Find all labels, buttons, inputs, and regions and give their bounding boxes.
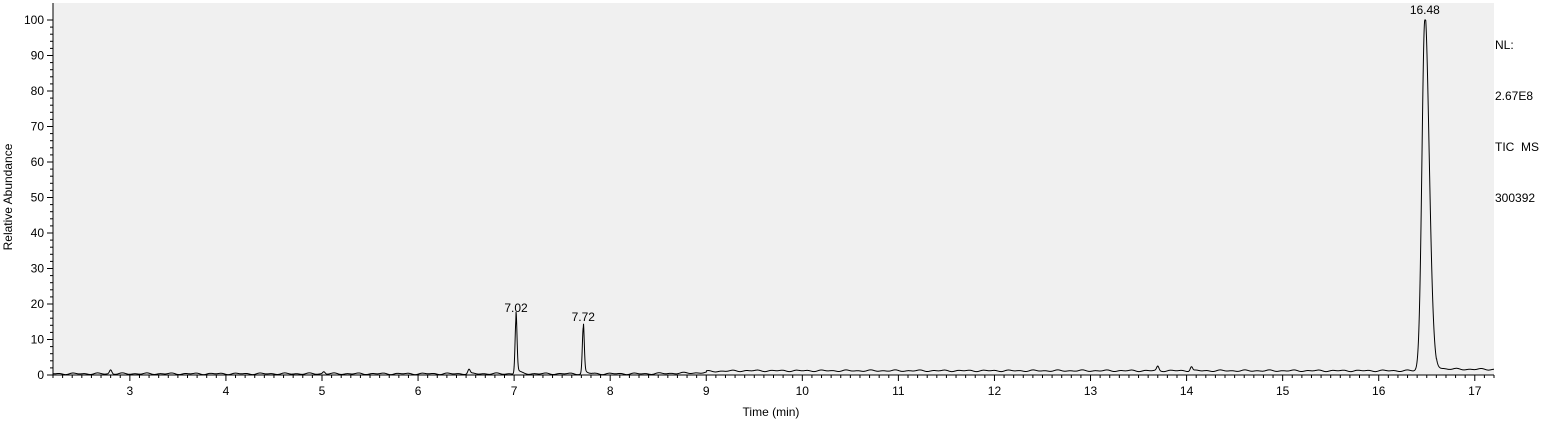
x-tick-label: 7 xyxy=(511,384,518,398)
y-axis: 0 10 20 30 40 50 60 70 80 90 100 xyxy=(24,3,54,382)
y-axis-title: Relative Abundance xyxy=(1,143,15,250)
y-tick-label: 80 xyxy=(31,84,45,98)
nl-value: 2.67E8 xyxy=(1495,89,1534,103)
x-tick-label: 11 xyxy=(892,384,905,398)
plot-area xyxy=(53,3,1494,375)
peak-label: 7.72 xyxy=(572,310,596,324)
y-tick-label: 30 xyxy=(31,262,45,276)
x-axis: 3 4 5 6 7 8 9 10 11 12 13 14 15 16 17 xyxy=(52,374,1495,398)
y-tick-label: 60 xyxy=(31,155,45,169)
info-panel: NL: 2.67E8 TIC MS 300392 xyxy=(1495,3,1539,224)
y-tick-label: 100 xyxy=(24,13,44,27)
y-tick-label: 90 xyxy=(31,49,45,63)
x-tick-label: 3 xyxy=(127,384,134,398)
x-tick-label: 4 xyxy=(223,384,230,398)
peak-labels: 7.02 7.72 16.48 xyxy=(504,3,1440,324)
x-tick-label: 14 xyxy=(1180,384,1194,398)
x-axis-title: Time (min) xyxy=(743,405,800,419)
x-tick-label: 5 xyxy=(319,384,326,398)
x-tick-label: 6 xyxy=(415,384,422,398)
peak-label: 16.48 xyxy=(1410,3,1440,17)
y-tick-label: 40 xyxy=(31,226,45,240)
x-tick-label: 10 xyxy=(796,384,810,398)
tic-trace-line xyxy=(52,19,1495,376)
y-tick-label: 10 xyxy=(31,333,45,347)
x-tick-label: 8 xyxy=(607,384,614,398)
nl-label: NL: xyxy=(1495,38,1514,52)
x-tick-label: 15 xyxy=(1276,384,1290,398)
y-tick-label: 70 xyxy=(31,120,45,134)
x-tick-label: 17 xyxy=(1468,384,1482,398)
x-tick-label: 12 xyxy=(988,384,1002,398)
x-tick-label: 9 xyxy=(703,384,710,398)
file-id: 300392 xyxy=(1495,191,1536,205)
x-tick-label: 16 xyxy=(1372,384,1386,398)
y-tick-label: 50 xyxy=(31,191,45,205)
peak-label: 7.02 xyxy=(504,301,528,315)
y-tick-label: 20 xyxy=(31,297,45,311)
y-tick-label: 0 xyxy=(37,368,44,382)
x-tick-label: 13 xyxy=(1084,384,1098,398)
trace-type: TIC MS xyxy=(1495,140,1539,154)
